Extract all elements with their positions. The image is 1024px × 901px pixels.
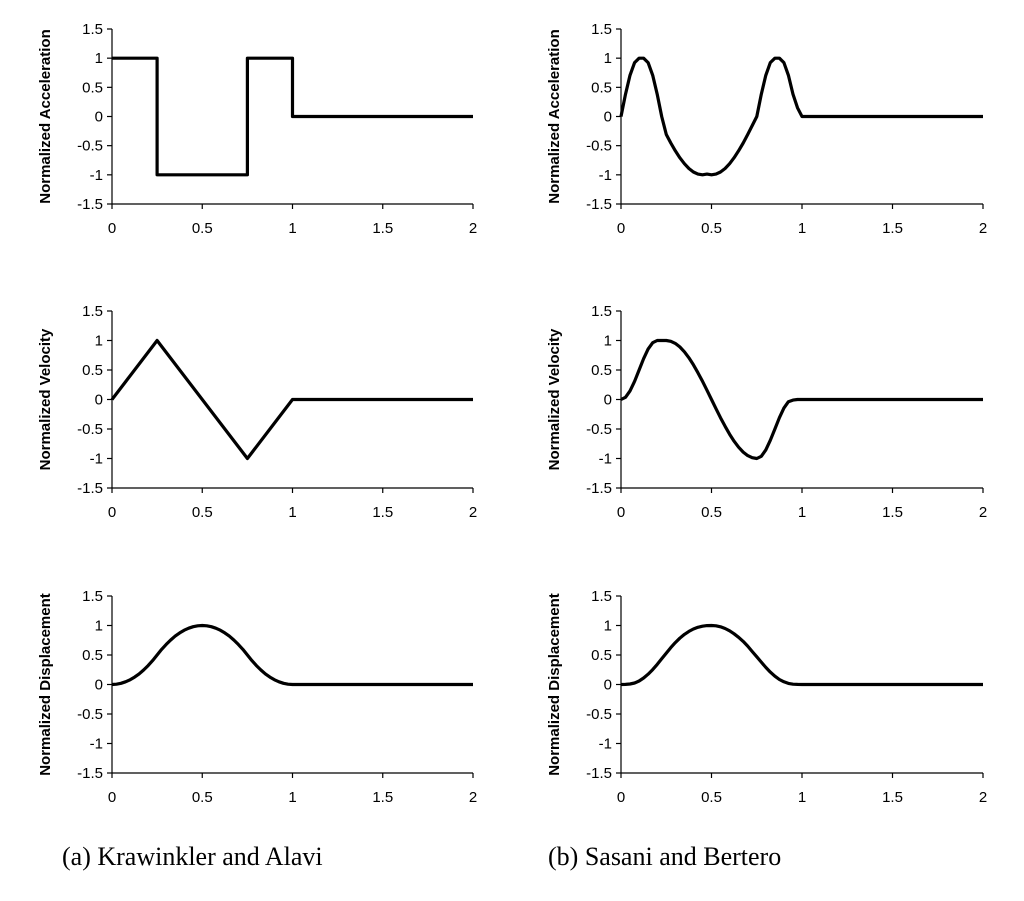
x-tick-label: 1 [798, 504, 806, 521]
chart-right-acceleration: 1.5 1 0.5 0 -0.5 -1 -1.5 0 0.5 1 1.5 2 Normalized Ac… [546, 21, 987, 237]
y-tick-label: 0 [604, 109, 612, 126]
y-tick-label: 1.5 [591, 588, 612, 605]
x-tick-label: 1 [288, 504, 296, 521]
y-tick-label: -1 [599, 167, 612, 184]
y-tick-label: 1.5 [591, 21, 612, 38]
x-tick-label: 0.5 [701, 789, 722, 806]
series-line [620, 338, 983, 461]
y-tick-label: -0.5 [77, 706, 103, 723]
y-tick-label: 0 [95, 677, 103, 694]
chart-left-displacement: 1.5 1 0.5 0 -0.5 -1 -1.5 0 0.5 1 1.5 2 Normalized Di… [37, 588, 477, 806]
x-tick-label: 0.5 [701, 504, 722, 521]
y-axis-label: Normalized Acceleration [546, 29, 563, 204]
y-axis-label: Normalized Acceleration [37, 29, 54, 204]
y-tick-label: 1 [95, 618, 103, 635]
y-tick-label: 0.5 [591, 79, 612, 96]
x-tick-label: 2 [979, 504, 987, 521]
y-tick-label: -0.5 [586, 138, 612, 155]
x-tick-label: 0 [617, 504, 625, 521]
x-tick-label: 1 [798, 789, 806, 806]
x-tick-label: 2 [979, 789, 987, 806]
x-tick-label: 1 [798, 220, 806, 237]
y-axis-label: Normalized Velocity [37, 328, 54, 470]
x-tick-label: 0 [617, 220, 625, 237]
chart-left-acceleration: 1.5 1 0.5 0 -0.5 -1 -1.5 0 0.5 1 1.5 2 Normalized Ac… [37, 21, 477, 237]
y-tick-label: 1.5 [82, 303, 103, 320]
y-tick-label: -1 [599, 736, 612, 753]
chart-left-velocity: 1.5 1 0.5 0 -0.5 -1 -1.5 0 0.5 1 1.5 2 Normalized Ve… [37, 303, 477, 521]
x-tick-label: 1.5 [882, 220, 903, 237]
y-tick-label: -1 [90, 451, 103, 468]
x-tick-label: 0 [108, 504, 116, 521]
y-tick-label: -0.5 [586, 706, 612, 723]
y-tick-label: 0.5 [82, 79, 103, 96]
x-tick-label: 2 [979, 220, 987, 237]
y-tick-label: -0.5 [586, 421, 612, 438]
y-tick-label: -1 [599, 451, 612, 468]
y-tick-label: -1.5 [77, 480, 103, 497]
y-tick-label: 1.5 [82, 588, 103, 605]
x-tick-label: 0.5 [192, 504, 213, 521]
x-tick-label: 1.5 [372, 789, 393, 806]
y-tick-label: -0.5 [77, 421, 103, 438]
y-tick-label: 1 [95, 333, 103, 350]
x-tick-label: 0.5 [701, 220, 722, 237]
x-tick-label: 1.5 [372, 504, 393, 521]
x-tick-label: 0 [108, 789, 116, 806]
y-axis-label: Normalized Velocity [546, 328, 563, 470]
y-tick-label: 0 [95, 392, 103, 409]
y-tick-label: 0 [95, 109, 103, 126]
y-tick-label: 0.5 [591, 647, 612, 664]
y-tick-label: 0.5 [82, 362, 103, 379]
x-tick-label: 2 [469, 220, 477, 237]
y-tick-label: 1.5 [591, 303, 612, 320]
y-tick-label: -1.5 [77, 765, 103, 782]
y-tick-label: -0.5 [77, 138, 103, 155]
series-line [620, 623, 983, 687]
y-tick-label: -1.5 [586, 480, 612, 497]
y-tick-label: -1.5 [77, 196, 103, 213]
y-axis-label: Normalized Displacement [37, 593, 54, 776]
x-tick-label: 0.5 [192, 220, 213, 237]
y-tick-label: -1 [90, 736, 103, 753]
x-tick-label: 0.5 [192, 789, 213, 806]
x-tick-label: 0 [617, 789, 625, 806]
y-tick-label: 0.5 [591, 362, 612, 379]
x-tick-label: 2 [469, 504, 477, 521]
y-tick-label: -1.5 [586, 196, 612, 213]
y-tick-label: 0 [604, 677, 612, 694]
x-tick-label: 1.5 [372, 220, 393, 237]
y-tick-label: -1 [90, 167, 103, 184]
y-axis-label: Normalized Displacement [546, 593, 563, 776]
x-tick-label: 1 [288, 220, 296, 237]
caption-left: (a) Krawinkler and Alavi [62, 842, 323, 871]
chart-right-displacement: 1.5 1 0.5 0 -0.5 -1 -1.5 0 0.5 1 1.5 2 Normalized Di… [546, 588, 987, 806]
x-tick-label: 0 [108, 220, 116, 237]
y-tick-label: 1.5 [82, 21, 103, 38]
x-tick-label: 2 [469, 789, 477, 806]
series-line [110, 338, 473, 461]
y-tick-label: 0.5 [82, 647, 103, 664]
y-tick-label: 1 [95, 50, 103, 67]
y-tick-label: 1 [604, 50, 612, 67]
series-line [619, 56, 983, 177]
caption-right: (b) Sasani and Bertero [548, 842, 782, 871]
x-tick-label: 1.5 [882, 789, 903, 806]
y-tick-label: 0 [604, 392, 612, 409]
x-tick-label: 1.5 [882, 504, 903, 521]
y-tick-label: 1 [604, 618, 612, 635]
y-tick-label: -1.5 [586, 765, 612, 782]
chart-right-velocity: 1.5 1 0.5 0 -0.5 -1 -1.5 0 0.5 1 1.5 2 Normalized Ve… [546, 303, 987, 521]
series-line [111, 623, 473, 687]
x-tick-label: 1 [288, 789, 296, 806]
y-tick-label: 1 [604, 333, 612, 350]
series-line [112, 56, 473, 177]
